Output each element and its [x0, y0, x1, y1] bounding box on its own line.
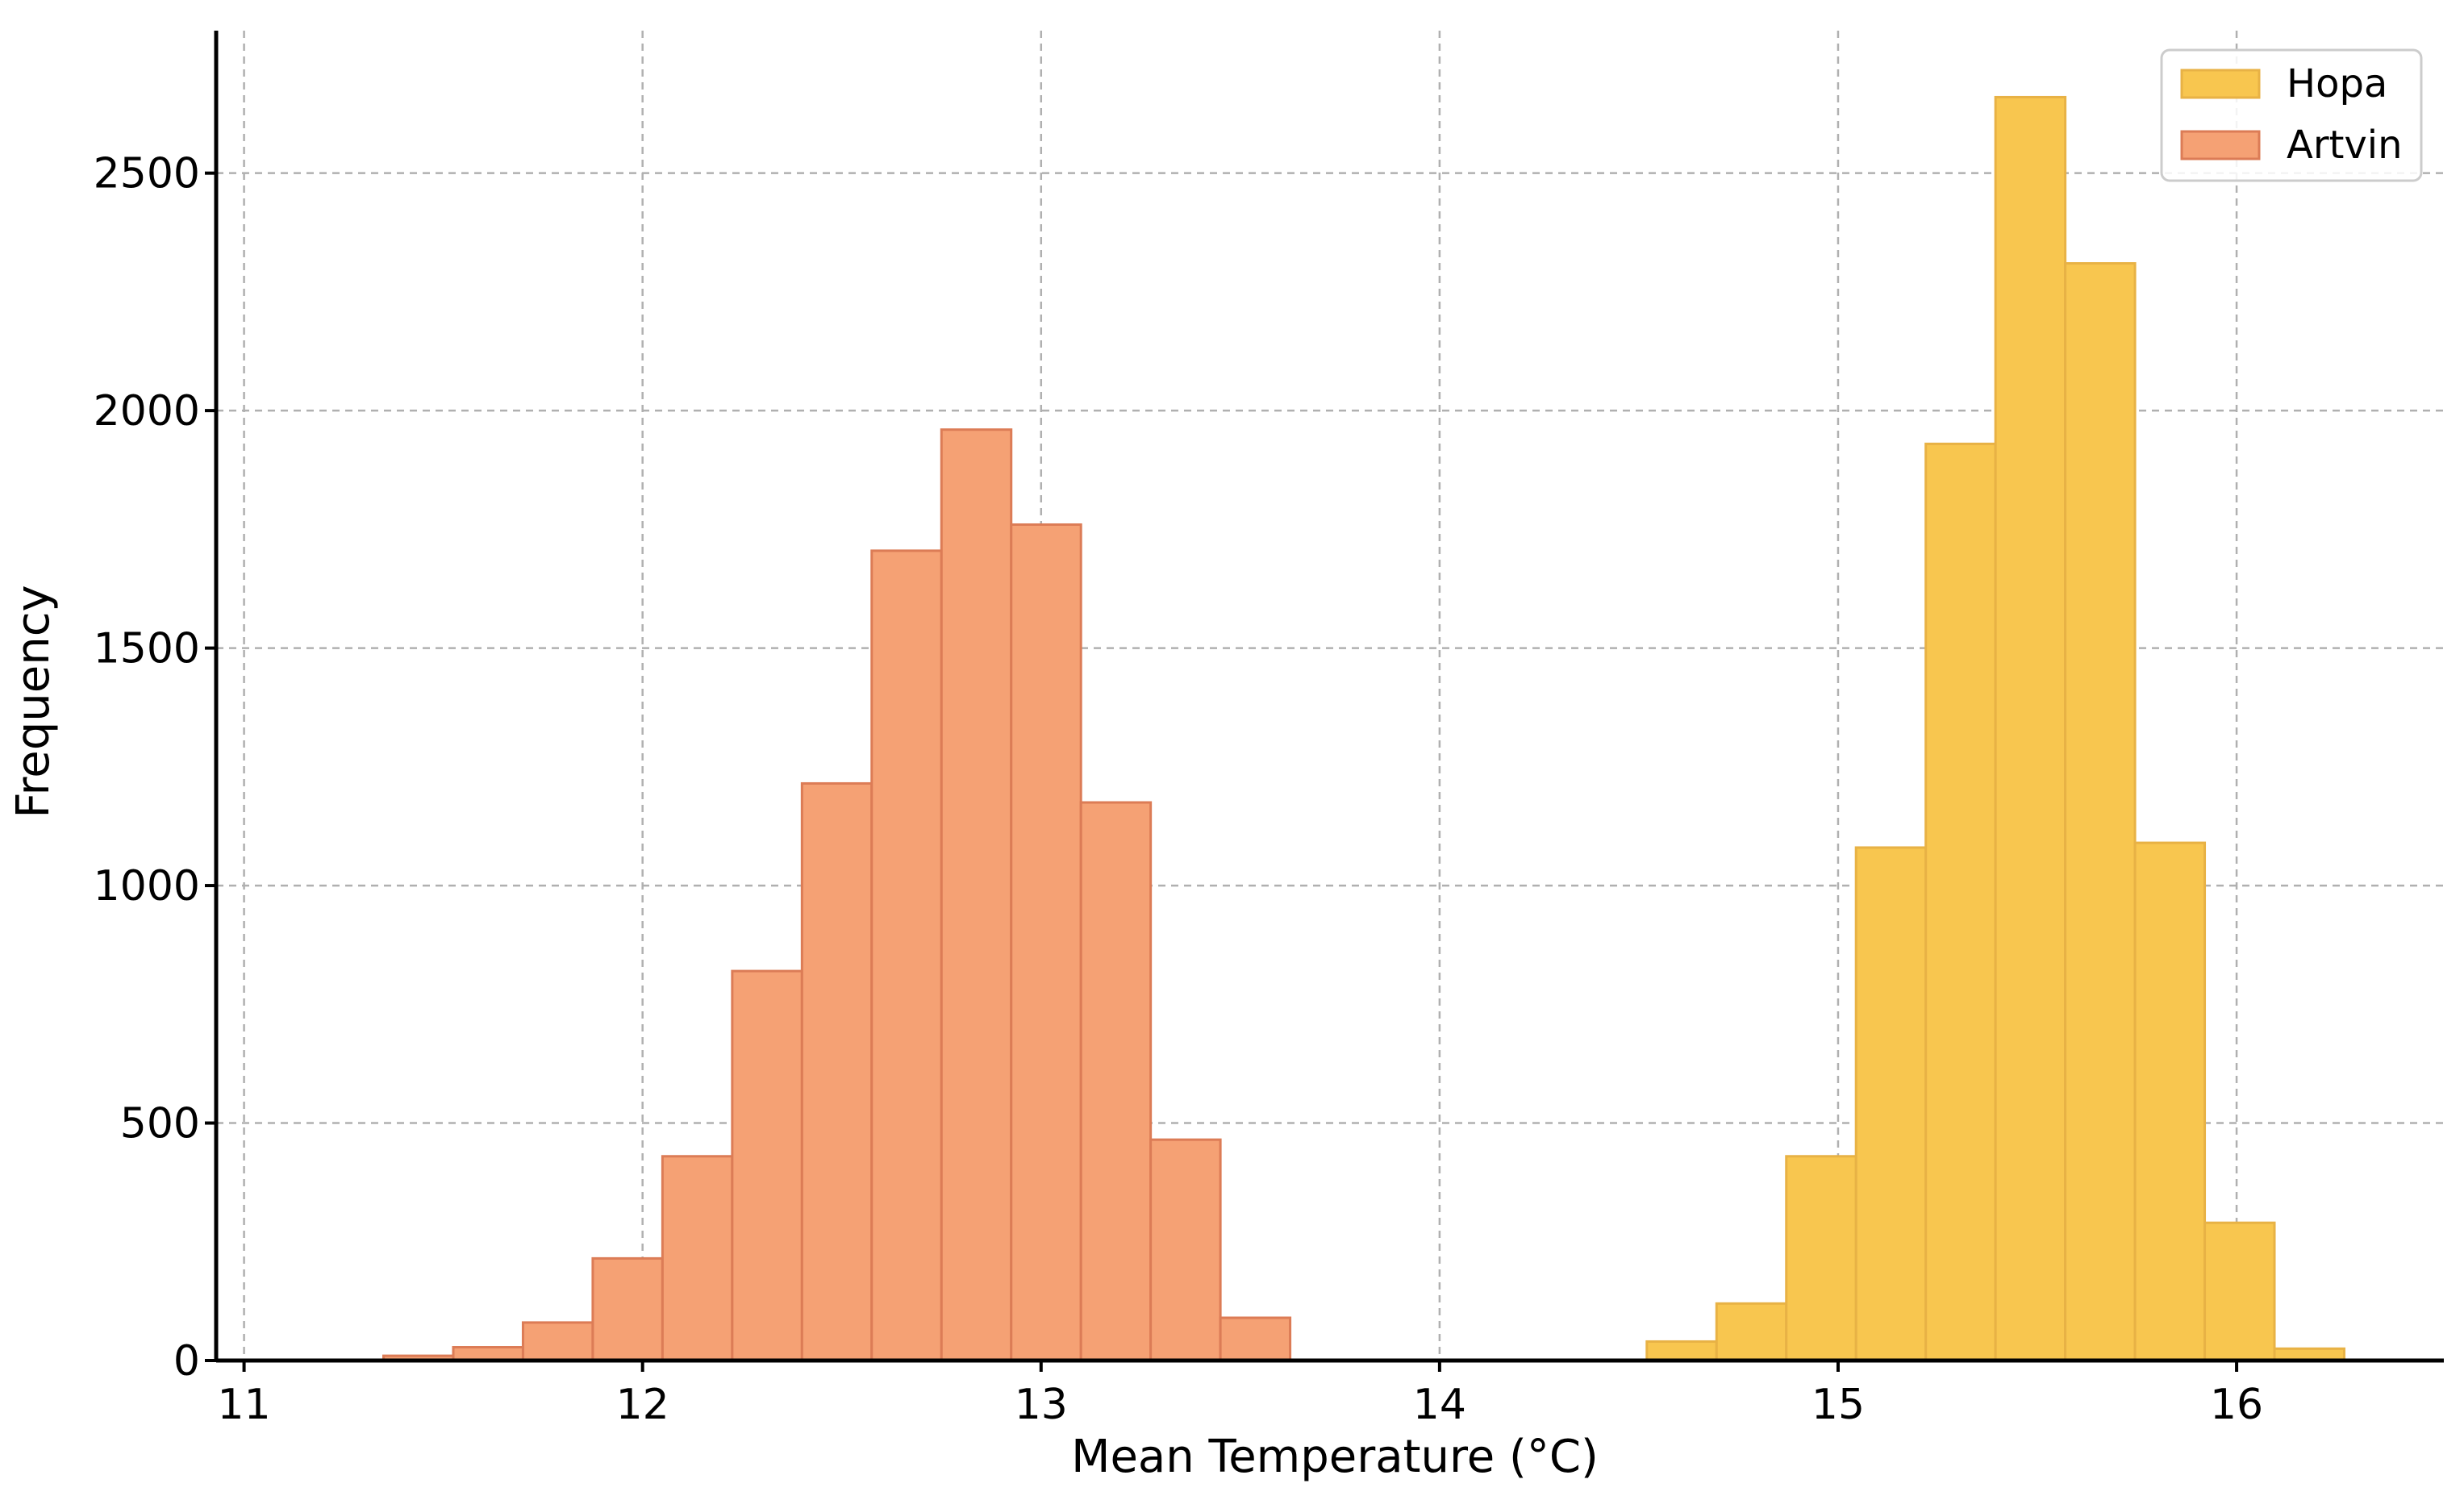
- bar-hopa-8: [2203, 1221, 2276, 1362]
- x-tick-label-11: 11: [218, 1381, 271, 1429]
- legend-swatch-artvin: [2180, 130, 2261, 160]
- bar-artvin-2: [521, 1321, 594, 1362]
- legend-label-hopa: Hopa: [2287, 61, 2387, 106]
- x-tick-label-14: 14: [1413, 1381, 1466, 1429]
- y-tick-label-2000: 2000: [94, 387, 200, 435]
- x-tick-label-16: 16: [2210, 1381, 2263, 1429]
- legend-swatch-hopa: [2180, 69, 2261, 99]
- bar-hopa-3: [1854, 846, 1928, 1362]
- y-tick-label-1500: 1500: [94, 625, 200, 673]
- x-tick-label-12: 12: [616, 1381, 669, 1429]
- x-tick-label-13: 13: [1015, 1381, 1068, 1429]
- bar-artvin-7: [870, 549, 943, 1362]
- y-tick-label-0: 0: [173, 1337, 200, 1386]
- bar-hopa-7: [2133, 841, 2207, 1362]
- bar-hopa-1: [1715, 1302, 1788, 1362]
- y-tick-label-2500: 2500: [94, 150, 200, 198]
- bar-artvin-12: [1219, 1316, 1292, 1362]
- bar-artvin-3: [591, 1256, 664, 1362]
- bar-hopa-5: [1994, 95, 2067, 1362]
- bar-artvin-5: [731, 969, 803, 1362]
- axes: 11 12 13 14 15 16 0 500 1000 1500 2000 2500: [94, 31, 2444, 1429]
- bar-artvin-10: [1079, 801, 1153, 1362]
- bar-artvin-11: [1149, 1138, 1222, 1362]
- y-tick-label-1000: 1000: [94, 862, 200, 911]
- bar-hopa-0: [1645, 1340, 1718, 1362]
- bar-hopa-6: [2064, 262, 2137, 1362]
- x-axis-label: Mean Temperature (°C): [1071, 1431, 1599, 1483]
- y-tick-label-500: 500: [120, 1100, 200, 1148]
- bar-artvin-9: [1010, 523, 1082, 1362]
- legend-label-artvin: Artvin: [2287, 123, 2403, 168]
- bar-artvin-6: [800, 781, 873, 1362]
- y-axis-label: Frequency: [7, 585, 60, 818]
- bar-artvin-4: [661, 1155, 734, 1362]
- legend: Hopa Artvin: [2160, 48, 2423, 182]
- x-tick-label-15: 15: [1812, 1381, 1865, 1429]
- bar-artvin-8: [940, 428, 1013, 1362]
- bar-hopa-4: [1924, 442, 1997, 1362]
- bars: [382, 95, 2345, 1362]
- bar-hopa-2: [1785, 1155, 1857, 1362]
